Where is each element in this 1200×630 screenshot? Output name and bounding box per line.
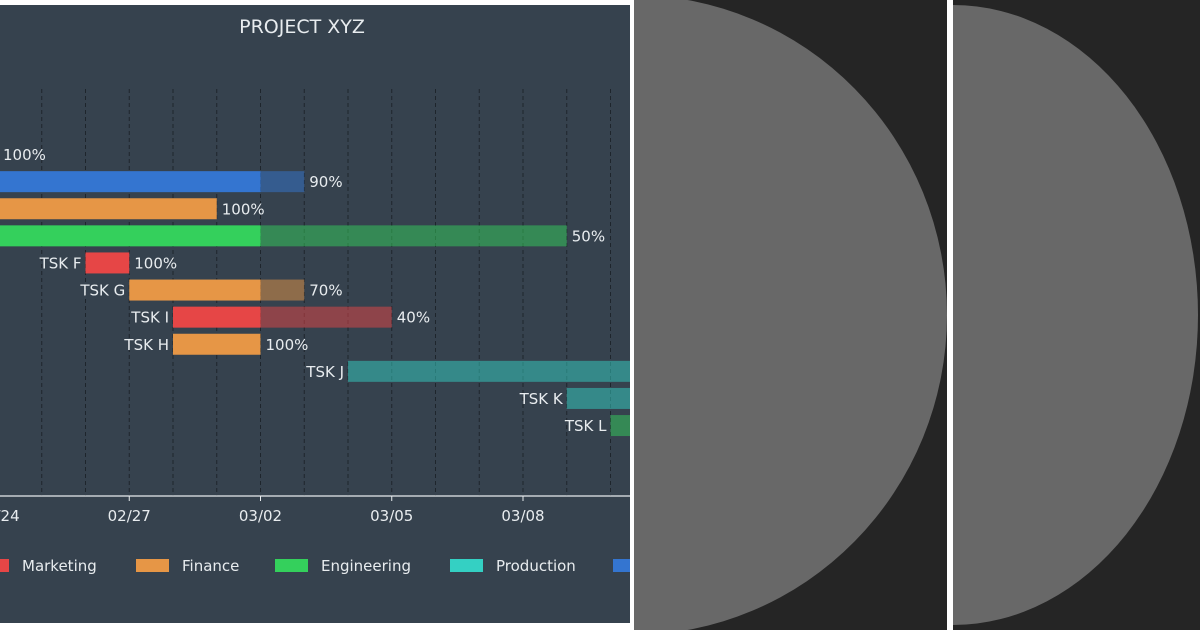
task-completion-label: 90% — [309, 173, 342, 191]
legend-swatch — [275, 559, 308, 572]
legend-label: Finance — [182, 557, 239, 575]
task-bar-done — [129, 279, 261, 301]
gantt-chart-panel: PROJECT XYZ 02/24 02/27 03/02 03/05 03/08 100%… — [0, 5, 630, 623]
dark-panel-left — [634, 0, 947, 630]
x-tick-label: 03/02 — [239, 507, 282, 525]
task-label: TSK I — [130, 309, 169, 327]
task-bar-remaining — [260, 306, 392, 328]
task-bar-done — [173, 306, 261, 328]
task-bar-remaining — [260, 279, 305, 301]
task-completion-label: 100% — [266, 336, 309, 354]
legend-swatch — [613, 559, 630, 572]
task-label: TSK F — [39, 254, 82, 272]
task-bar-remaining — [566, 387, 630, 409]
x-tick-label: 02/24 — [0, 507, 20, 525]
task-bar-done — [85, 252, 130, 274]
task-bar-remaining — [610, 415, 630, 437]
task-bar-done — [0, 225, 261, 247]
legend-label: Marketing — [22, 557, 97, 575]
dark-panel-right — [953, 0, 1200, 630]
task-completion-label: 100% — [222, 200, 265, 218]
x-tick-label: 03/08 — [501, 507, 544, 525]
task-label: TSK L — [564, 417, 607, 435]
task-completion-label: 100% — [3, 146, 46, 164]
task-completion-label: 50% — [572, 227, 605, 245]
task-completion-label: 100% — [134, 254, 177, 272]
task-bar-done — [0, 198, 217, 220]
gantt-chart: PROJECT XYZ 02/24 02/27 03/02 03/05 03/08 100%… — [0, 16, 630, 575]
task-label: TSK G — [79, 282, 125, 300]
task-bar-done — [173, 333, 261, 355]
legend-label: Production — [496, 557, 576, 575]
legend-swatch — [450, 559, 483, 572]
grey-circle-right — [953, 5, 1198, 625]
legend-label: Engineering — [321, 557, 411, 575]
task-completion-label: 40% — [397, 309, 430, 327]
panel-divider — [947, 0, 953, 630]
task-label: TSK J — [305, 363, 344, 381]
legend-swatch — [136, 559, 169, 572]
task-bar-remaining — [260, 225, 567, 247]
task-label: TSK K — [519, 390, 564, 408]
x-tick-label: 03/05 — [370, 507, 413, 525]
grey-circle-left — [634, 0, 947, 630]
x-tick-label: 02/27 — [108, 507, 151, 525]
task-completion-label: 70% — [309, 282, 342, 300]
task-bar-done — [0, 171, 261, 193]
task-bar-remaining — [348, 360, 630, 382]
task-label: TSK H — [123, 336, 169, 354]
chart-title: PROJECT XYZ — [239, 16, 365, 38]
legend-swatch — [0, 559, 9, 572]
task-bar-remaining — [260, 171, 305, 193]
